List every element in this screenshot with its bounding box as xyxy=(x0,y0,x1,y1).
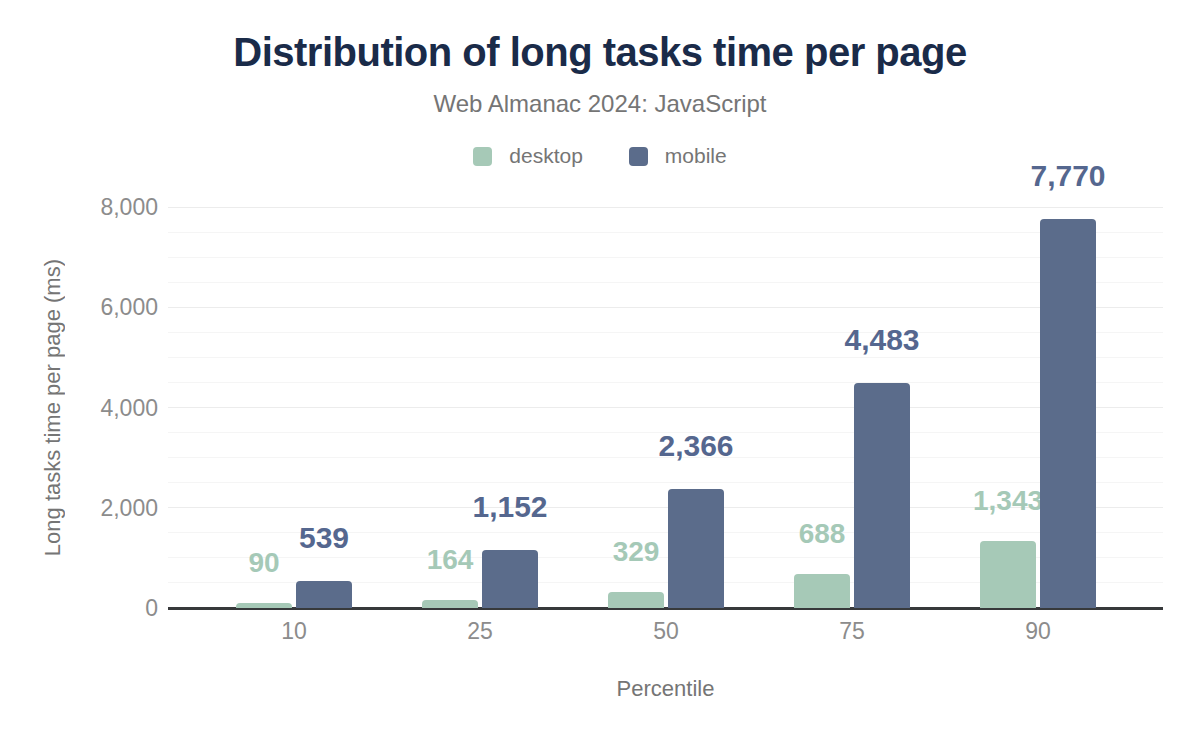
bar-desktop-p25 xyxy=(422,600,478,608)
x-tick-label: 10 xyxy=(234,618,354,645)
y-tick-label: 2,000 xyxy=(0,494,158,522)
x-tick-label: 25 xyxy=(420,618,540,645)
y-tick-label: 0 xyxy=(0,594,158,622)
desktop-swatch-icon xyxy=(473,147,492,166)
gridline-major xyxy=(168,307,1163,308)
gridline-minor xyxy=(168,382,1163,383)
plot-area: 901643296881,3435391,1522,3664,4837,770 xyxy=(168,207,1163,608)
y-tick-label: 8,000 xyxy=(0,193,158,221)
bar-mobile-p25 xyxy=(482,550,538,608)
bar-desktop-p10 xyxy=(236,603,292,608)
gridline-minor xyxy=(168,232,1163,233)
gridline-minor xyxy=(168,482,1163,483)
legend-item-desktop[interactable]: desktop xyxy=(473,144,583,168)
bar-desktop-p90 xyxy=(980,541,1036,608)
data-label-mobile-p90: 7,770 xyxy=(998,161,1138,191)
x-tick-label: 75 xyxy=(792,618,912,645)
y-tick-label: 6,000 xyxy=(0,293,158,321)
legend-label-desktop: desktop xyxy=(509,144,583,168)
data-label-mobile-p50: 2,366 xyxy=(626,431,766,461)
data-label-mobile-p25: 1,152 xyxy=(440,492,580,522)
mobile-swatch-icon xyxy=(629,147,648,166)
bar-desktop-p50 xyxy=(608,592,664,608)
data-label-mobile-p10: 539 xyxy=(254,523,394,553)
chart-subtitle: Web Almanac 2024: JavaScript xyxy=(0,90,1200,118)
long-tasks-chart: Distribution of long tasks time per page… xyxy=(0,0,1200,742)
x-tick-label: 50 xyxy=(606,618,726,645)
bar-mobile-p10 xyxy=(296,581,352,608)
gridline-minor xyxy=(168,357,1163,358)
gridline-major xyxy=(168,207,1163,208)
gridline-major xyxy=(168,407,1163,408)
legend-item-mobile[interactable]: mobile xyxy=(629,144,727,168)
data-label-mobile-p75: 4,483 xyxy=(812,325,952,355)
y-tick-label: 4,000 xyxy=(0,394,158,422)
bar-mobile-p50 xyxy=(668,489,724,608)
chart-title: Distribution of long tasks time per page xyxy=(0,30,1200,75)
x-tick-label: 90 xyxy=(978,618,1098,645)
legend-label-mobile: mobile xyxy=(665,144,727,168)
gridline-minor xyxy=(168,257,1163,258)
gridline-minor xyxy=(168,282,1163,283)
bar-mobile-p90 xyxy=(1040,219,1096,608)
bar-desktop-p75 xyxy=(794,574,850,608)
bar-mobile-p75 xyxy=(854,383,910,608)
x-axis-title: Percentile xyxy=(168,676,1163,702)
gridline-minor xyxy=(168,332,1163,333)
